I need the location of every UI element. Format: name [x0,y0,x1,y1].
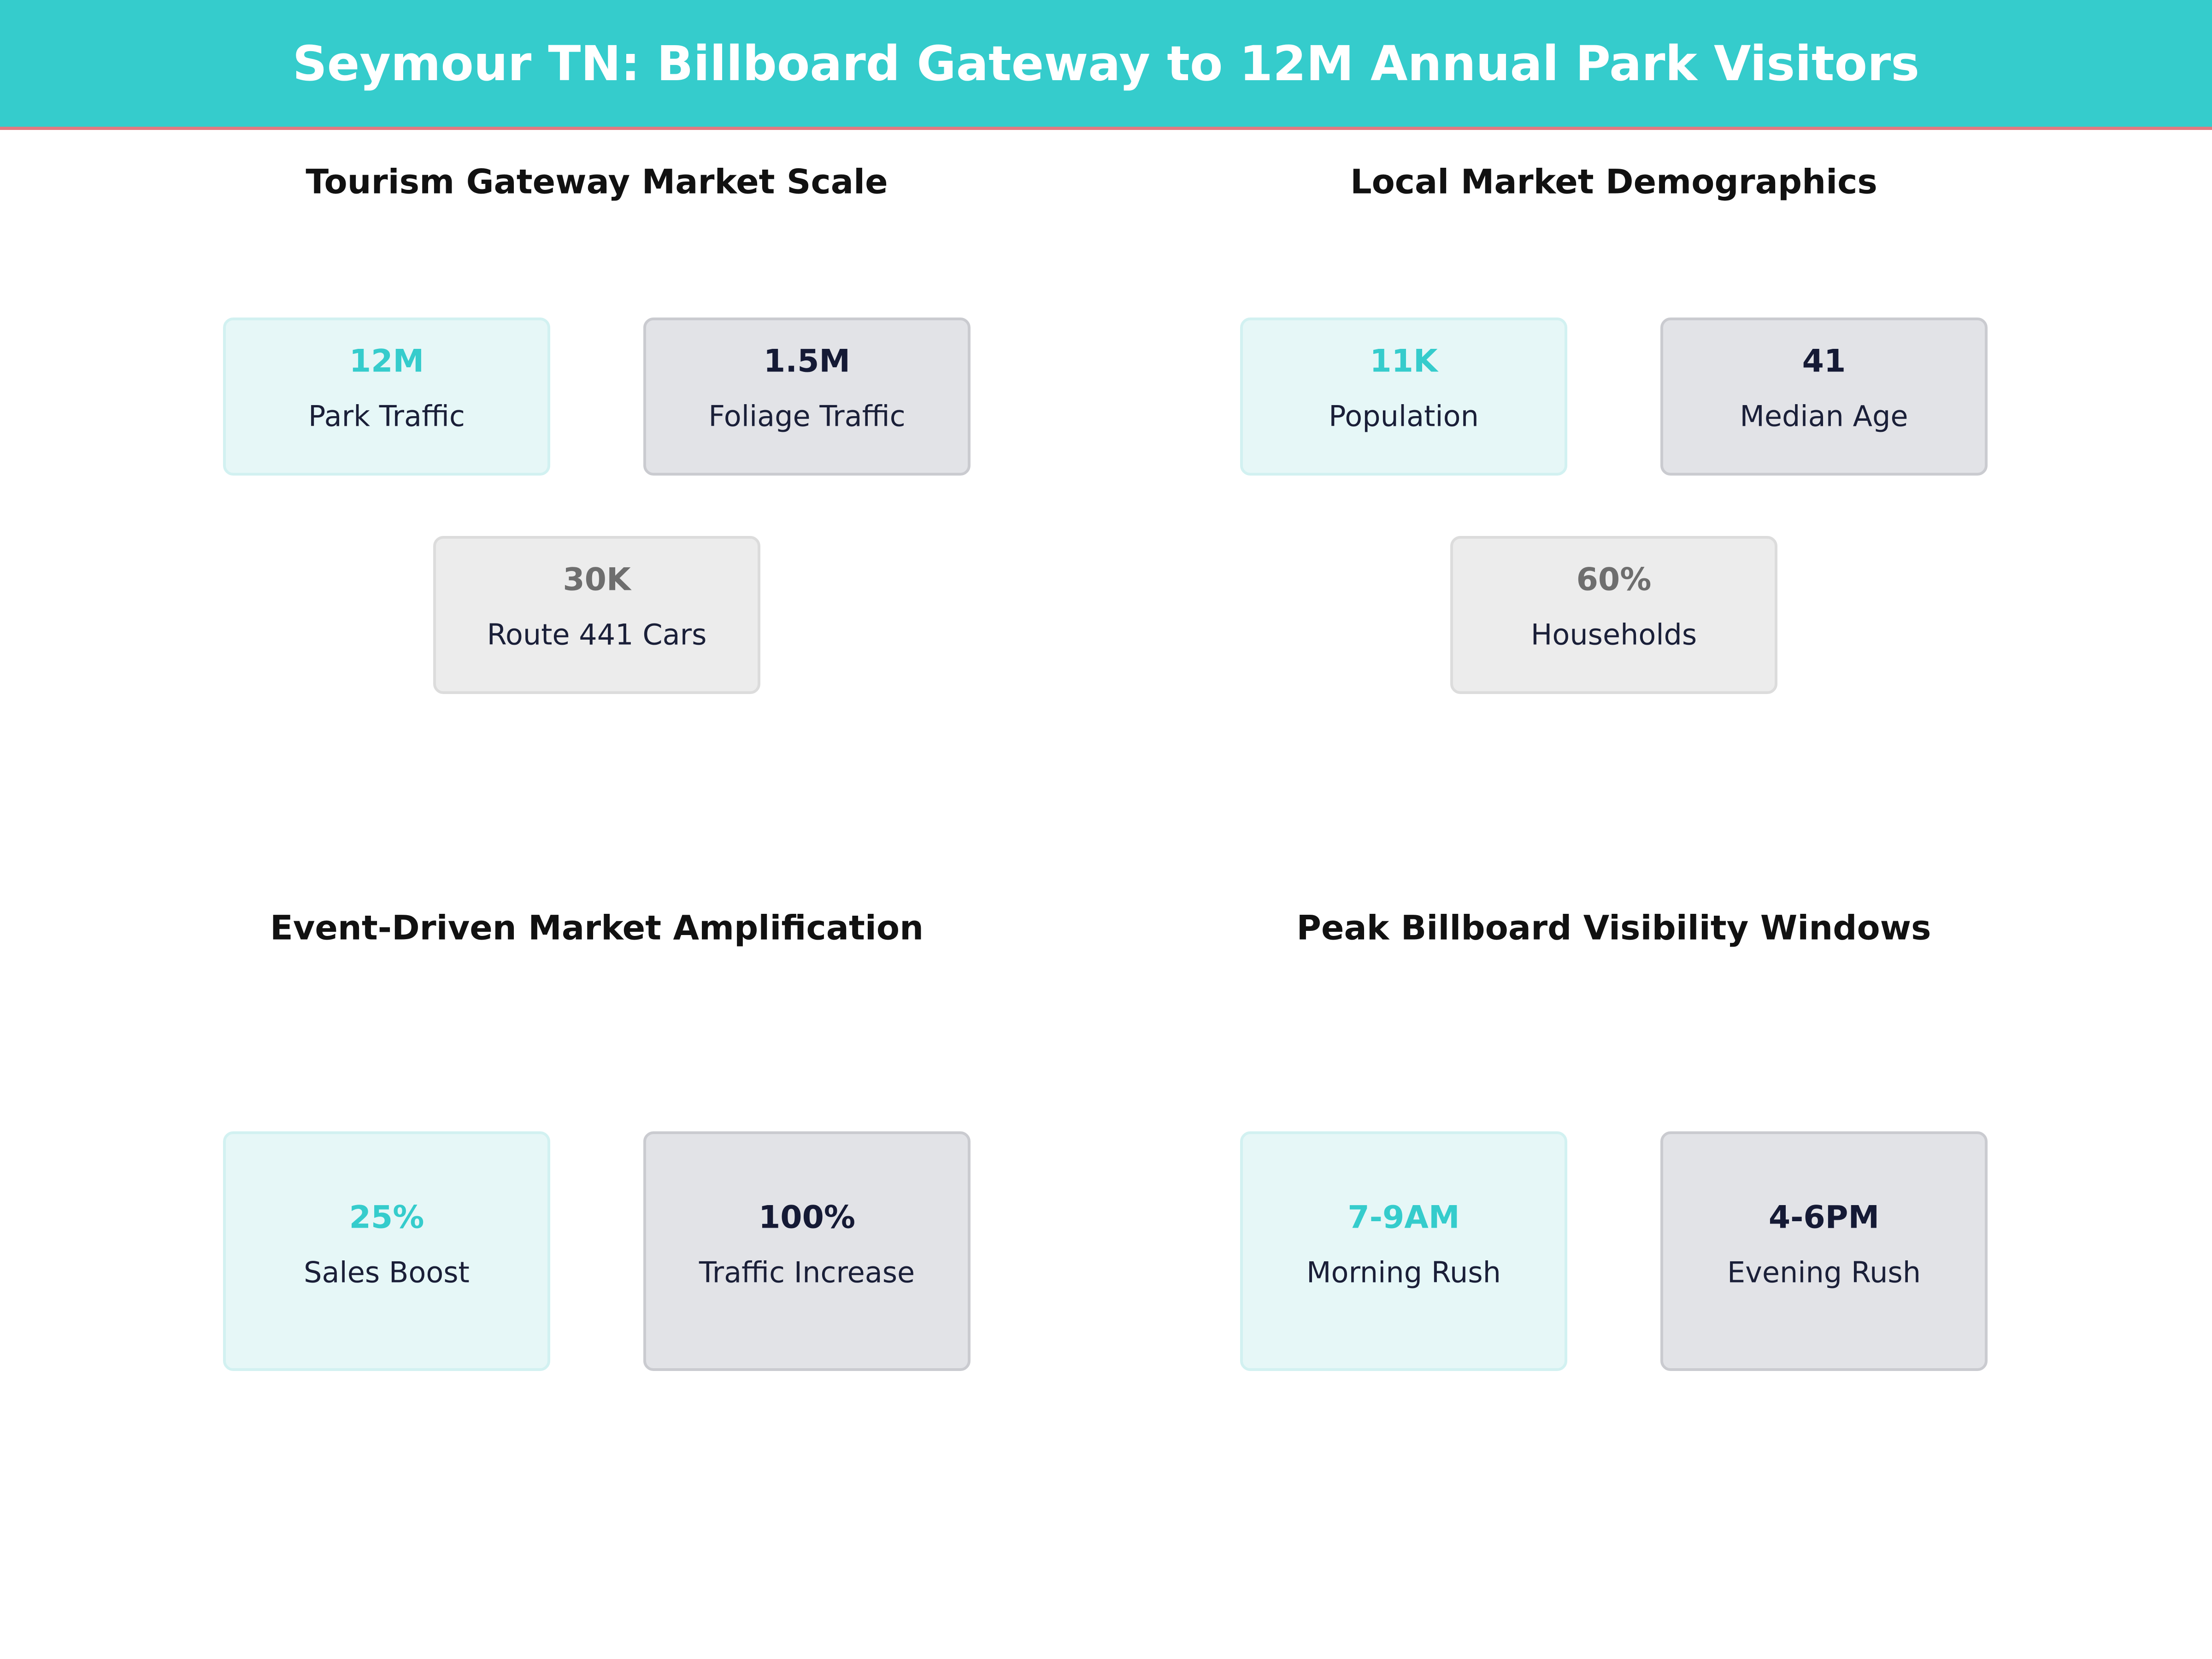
kpi-label: Route 441 Cars [487,618,707,652]
kpi-value: 25% [349,1199,424,1236]
kpi-value: 12M [349,343,424,380]
kpi-value: 1.5M [763,343,851,380]
kpi-label: Sales Boost [304,1255,470,1289]
kpi-card: 100% Traffic Increase [643,1131,971,1371]
kpi-label: Traffic Increase [699,1255,915,1289]
kpi-label: Foliage Traffic [708,399,906,433]
header: Seymour TN: Billboard Gateway to 12M Ann… [0,0,2212,130]
kpi-card: 11K Population [1240,318,1567,476]
kpi-card: 41 Median Age [1660,318,1988,476]
kpi-label: Morning Rush [1306,1255,1501,1289]
panel-title: Peak Billboard Visibility Windows [1296,908,1931,948]
panel-title: Tourism Gateway Market Scale [306,162,888,202]
kpi-value: 4-6PM [1768,1199,1880,1236]
page-title: Seymour TN: Billboard Gateway to 12M Ann… [292,35,1920,92]
panel-title: Event-Driven Market Amplification [270,908,924,948]
kpi-value: 100% [758,1199,856,1236]
kpi-label: Households [1530,618,1697,652]
kpi-card: 60% Households [1450,536,1777,694]
kpi-label: Population [1329,399,1479,433]
panel-title: Local Market Demographics [1350,162,1877,202]
kpi-card: 12M Park Traffic [223,318,550,476]
kpi-label: Evening Rush [1727,1255,1921,1289]
kpi-card: 30K Route 441 Cars [433,536,760,694]
kpi-label: Park Traffic [308,399,465,433]
kpi-card: 7-9AM Morning Rush [1240,1131,1567,1371]
kpi-value: 60% [1576,561,1652,598]
kpi-value: 7-9AM [1347,1199,1460,1236]
kpi-value: 11K [1370,343,1438,380]
kpi-card: 1.5M Foliage Traffic [643,318,971,476]
kpi-value: 30K [563,561,631,598]
kpi-card: 4-6PM Evening Rush [1660,1131,1988,1371]
kpi-value: 41 [1802,343,1846,380]
kpi-label: Median Age [1740,399,1908,433]
kpi-card: 25% Sales Boost [223,1131,550,1371]
